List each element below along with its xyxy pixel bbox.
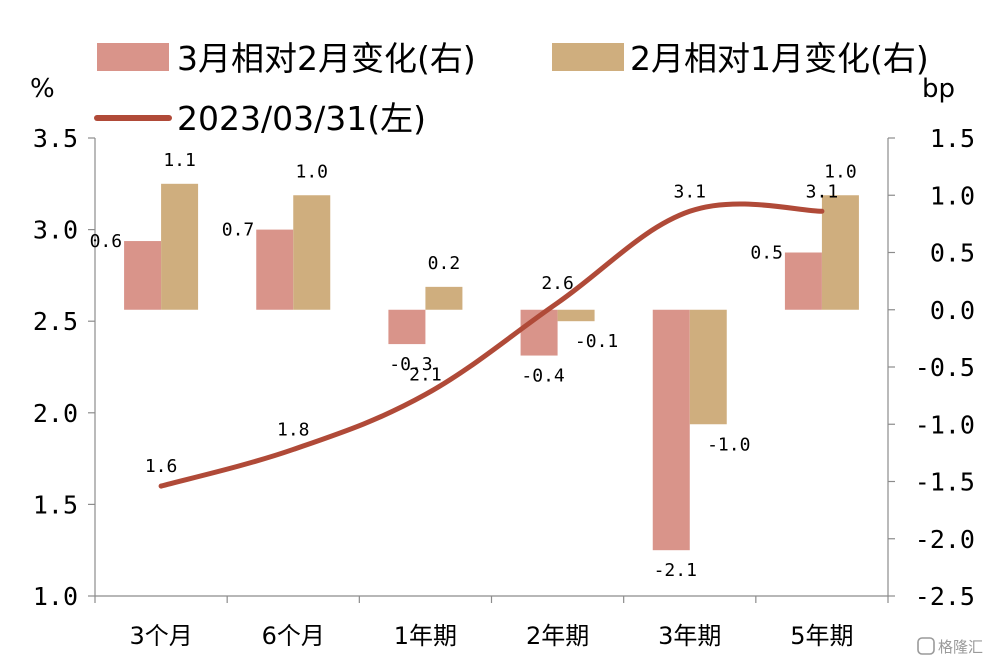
right-tick-label: -2.0 bbox=[915, 525, 975, 554]
data-label-series-1: 0.2 bbox=[428, 253, 461, 274]
data-label-series-0: 0.5 bbox=[750, 243, 783, 264]
data-label-series-1: -0.1 bbox=[575, 331, 618, 352]
left-axis-ticks: 1.0 1.5 2.0 2.5 3.0 3.5 bbox=[33, 124, 95, 611]
bar-series-1 bbox=[689, 309, 727, 425]
line-series-2 bbox=[158, 201, 825, 489]
bar-series-1 bbox=[821, 195, 859, 310]
watermark-text: 格隆汇 bbox=[938, 638, 983, 656]
left-tick-label: 1.0 bbox=[33, 582, 78, 611]
left-tick-label: 3.0 bbox=[33, 216, 78, 245]
bar-series-1 bbox=[425, 286, 463, 310]
left-tick-label: 1.5 bbox=[33, 490, 78, 519]
category-label: 3年期 bbox=[658, 622, 721, 650]
bar-series-0 bbox=[124, 241, 162, 310]
data-label-series-0: -0.3 bbox=[389, 354, 432, 375]
data-label-series-1: -1.0 bbox=[707, 434, 750, 455]
data-labels: 0.6 0.7 -0.3 -0.4 -2.1 0.5 1.1 1.0 0.2 -0.1 -1.0 1.… bbox=[90, 150, 857, 581]
right-tick-label: 0.0 bbox=[930, 296, 975, 325]
data-label-series-2: 2.1 bbox=[409, 364, 442, 385]
data-label-series-2: 3.1 bbox=[673, 181, 706, 202]
right-tick-label: -1.5 bbox=[915, 468, 975, 497]
legend-swatch-series-0 bbox=[97, 43, 169, 71]
bar-series-0 bbox=[256, 229, 294, 310]
left-tick-label: 2.5 bbox=[33, 307, 78, 336]
legend-swatch-series-1 bbox=[552, 43, 624, 71]
right-tick-label: -0.5 bbox=[915, 353, 975, 382]
data-label-series-2: 1.8 bbox=[277, 419, 310, 440]
bar-series-1 bbox=[293, 195, 331, 310]
left-axis-unit: % bbox=[30, 74, 55, 104]
category-label: 1年期 bbox=[394, 622, 457, 650]
legend-label-series-1: 2月相对1月变化(右) bbox=[630, 39, 929, 78]
data-label-series-2: 1.6 bbox=[145, 456, 178, 477]
left-tick-label: 2.0 bbox=[33, 399, 78, 428]
right-tick-label: -1.0 bbox=[915, 410, 975, 439]
watermark: 格隆汇 bbox=[917, 637, 983, 656]
data-label-series-0: 0.6 bbox=[90, 231, 123, 252]
bars bbox=[124, 183, 859, 551]
legend-label-series-0: 3月相对2月变化(右) bbox=[177, 39, 476, 78]
right-axis-unit: bp bbox=[922, 74, 955, 104]
left-tick-label: 3.5 bbox=[33, 124, 78, 153]
right-tick-label: -2.5 bbox=[915, 582, 975, 611]
data-label-series-1: 1.0 bbox=[295, 161, 328, 182]
right-axis-ticks: -2.5 -2.0 -1.5 -1.0 -0.5 0.0 0.5 1.0 1.5 bbox=[888, 124, 975, 611]
data-label-series-1: 1.0 bbox=[824, 161, 857, 182]
data-label-series-0: -2.1 bbox=[654, 560, 697, 581]
data-label-series-2: 2.6 bbox=[541, 273, 574, 294]
category-label: 3个月 bbox=[129, 622, 192, 650]
data-label-series-0: 0.7 bbox=[222, 220, 255, 241]
category-axis: 3个月 6个月 1年期 2年期 3年期 5年期 bbox=[94, 596, 889, 650]
category-label: 5年期 bbox=[790, 622, 853, 650]
bar-series-1 bbox=[557, 309, 595, 322]
bar-series-0 bbox=[388, 309, 426, 345]
right-tick-label: 1.0 bbox=[930, 181, 975, 210]
watermark-logo-icon bbox=[917, 637, 935, 655]
data-label-series-1: 1.1 bbox=[163, 150, 196, 171]
line-series bbox=[158, 201, 825, 489]
bar-series-1 bbox=[161, 183, 199, 310]
category-label: 6个月 bbox=[262, 622, 325, 650]
data-label-series-2: 3.1 bbox=[806, 181, 839, 202]
bar-series-0 bbox=[784, 252, 822, 310]
bar-series-0 bbox=[652, 309, 690, 551]
category-label: 2年期 bbox=[526, 622, 589, 650]
right-tick-label: 1.5 bbox=[930, 124, 975, 153]
legend-label-series-2: 2023/03/31(左) bbox=[177, 99, 426, 138]
legend: 3月相对2月变化(右) 2月相对1月变化(右) 2023/03/31(左) bbox=[94, 39, 929, 138]
right-tick-label: 0.5 bbox=[930, 239, 975, 268]
data-label-series-0: -0.4 bbox=[521, 366, 564, 387]
